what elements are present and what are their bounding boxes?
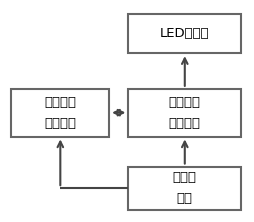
Text: 仿真司机: 仿真司机 xyxy=(44,95,76,109)
Text: 操作终端: 操作终端 xyxy=(44,117,76,130)
Text: 教员机: 教员机 xyxy=(173,171,197,184)
Bar xyxy=(128,14,241,53)
Text: LED显示屏: LED显示屏 xyxy=(160,27,210,40)
Text: 终端: 终端 xyxy=(177,192,193,205)
Bar xyxy=(128,89,241,137)
Text: 电路环路: 电路环路 xyxy=(169,95,201,109)
Bar xyxy=(128,166,241,210)
Text: 仿真终端: 仿真终端 xyxy=(169,117,201,130)
Bar xyxy=(11,89,109,137)
